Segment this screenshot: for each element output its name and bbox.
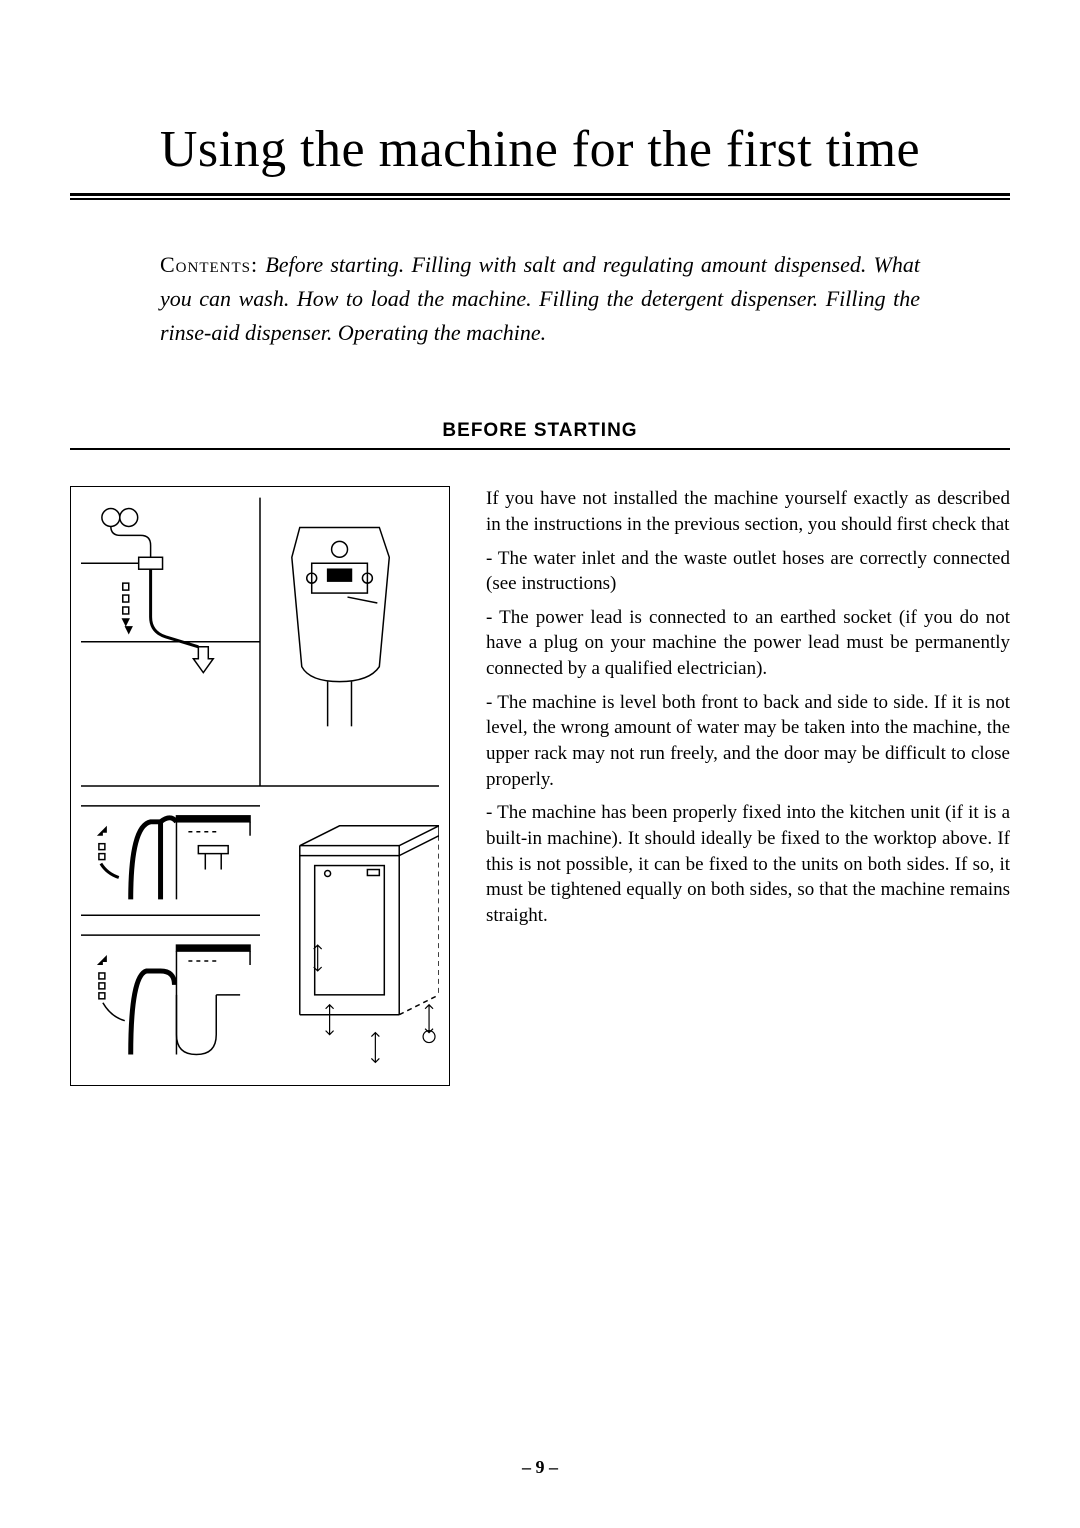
- body-paragraph: If you have not installed the machine yo…: [486, 486, 1010, 537]
- page-number: – 9 –: [0, 1457, 1080, 1478]
- diagram-svg: [81, 497, 439, 1075]
- body-paragraph: - The water inlet and the waste outlet h…: [486, 546, 1010, 597]
- contents-text: Before starting. Filling with salt and r…: [160, 252, 920, 345]
- installation-diagram: [70, 486, 450, 1086]
- body-paragraph: - The power lead is connected to an eart…: [486, 605, 1010, 682]
- body-paragraph: - The machine has been properly fixed in…: [486, 800, 1010, 928]
- contents-block: Contents: Before starting. Filling with …: [160, 248, 920, 350]
- section-rule: [70, 448, 1010, 450]
- diagram-column: [70, 486, 450, 1086]
- contents-label: Contents:: [160, 252, 258, 277]
- body-paragraph: - The machine is level both front to bac…: [486, 690, 1010, 793]
- body-text-column: If you have not installed the machine yo…: [486, 486, 1010, 1086]
- page-title: Using the machine for the first time: [70, 120, 1010, 179]
- section-heading: BEFORE STARTING: [70, 420, 1010, 442]
- title-double-rule: [70, 193, 1010, 200]
- two-column-layout: If you have not installed the machine yo…: [70, 486, 1010, 1086]
